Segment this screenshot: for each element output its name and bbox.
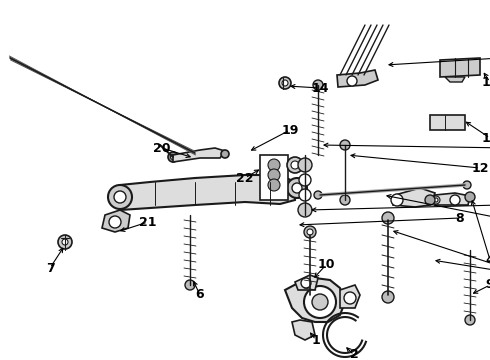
Circle shape xyxy=(434,198,438,202)
Circle shape xyxy=(304,286,336,318)
Circle shape xyxy=(291,161,299,169)
Text: 7: 7 xyxy=(46,261,54,274)
Circle shape xyxy=(382,291,394,303)
Circle shape xyxy=(340,195,350,205)
Text: 8: 8 xyxy=(456,211,465,225)
Text: 12: 12 xyxy=(471,162,489,175)
Circle shape xyxy=(340,140,350,150)
Circle shape xyxy=(62,239,68,245)
Polygon shape xyxy=(430,115,465,130)
Circle shape xyxy=(171,154,175,159)
Text: 2: 2 xyxy=(350,348,358,360)
Circle shape xyxy=(425,195,435,205)
Polygon shape xyxy=(440,58,480,77)
Circle shape xyxy=(268,159,280,171)
Text: 6: 6 xyxy=(196,288,204,302)
Circle shape xyxy=(432,196,440,204)
Circle shape xyxy=(114,191,126,203)
Circle shape xyxy=(391,194,403,206)
Polygon shape xyxy=(445,77,465,82)
Circle shape xyxy=(344,292,356,304)
Text: 19: 19 xyxy=(281,123,299,136)
Bar xyxy=(260,155,288,200)
Text: 14: 14 xyxy=(311,81,329,94)
Circle shape xyxy=(268,179,280,191)
Circle shape xyxy=(307,229,313,235)
Circle shape xyxy=(312,294,328,310)
Polygon shape xyxy=(285,278,345,322)
Polygon shape xyxy=(120,175,295,210)
Circle shape xyxy=(450,195,460,205)
Polygon shape xyxy=(340,285,360,308)
Circle shape xyxy=(382,212,394,224)
Circle shape xyxy=(109,216,121,228)
Circle shape xyxy=(58,235,72,249)
Text: 22: 22 xyxy=(236,171,254,184)
Text: 1: 1 xyxy=(312,333,320,346)
Circle shape xyxy=(221,150,229,158)
Polygon shape xyxy=(393,188,435,207)
Circle shape xyxy=(465,192,475,202)
Circle shape xyxy=(268,169,280,181)
Circle shape xyxy=(299,189,311,201)
Circle shape xyxy=(108,185,132,209)
Text: 21: 21 xyxy=(139,216,157,229)
Text: 20: 20 xyxy=(153,141,171,154)
Circle shape xyxy=(314,191,322,199)
Text: 9: 9 xyxy=(486,279,490,292)
Circle shape xyxy=(168,152,178,162)
Circle shape xyxy=(347,76,357,86)
Polygon shape xyxy=(435,193,470,205)
Polygon shape xyxy=(173,148,225,162)
Polygon shape xyxy=(337,70,378,87)
Circle shape xyxy=(463,181,471,189)
Circle shape xyxy=(301,278,311,288)
Circle shape xyxy=(282,80,288,86)
Circle shape xyxy=(298,158,312,172)
Circle shape xyxy=(287,157,303,173)
Polygon shape xyxy=(295,275,318,290)
Circle shape xyxy=(185,280,195,290)
Circle shape xyxy=(279,77,291,89)
Circle shape xyxy=(303,290,317,304)
Polygon shape xyxy=(292,320,315,340)
Circle shape xyxy=(304,226,316,238)
Text: 4: 4 xyxy=(486,253,490,266)
Text: 17: 17 xyxy=(481,76,490,89)
Circle shape xyxy=(465,315,475,325)
Text: 10: 10 xyxy=(317,258,335,271)
Polygon shape xyxy=(102,210,130,232)
Circle shape xyxy=(313,80,323,90)
Circle shape xyxy=(292,183,302,193)
Circle shape xyxy=(298,203,312,217)
Circle shape xyxy=(287,178,307,198)
Circle shape xyxy=(299,174,311,186)
Text: 16: 16 xyxy=(481,131,490,144)
